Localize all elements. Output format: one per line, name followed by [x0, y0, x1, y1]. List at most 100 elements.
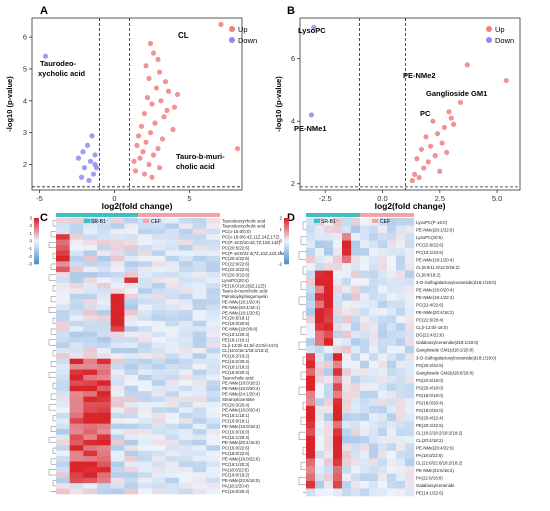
heatmap-c-legend-swatch [34, 239, 39, 242]
heatmap-d-cell [387, 368, 397, 377]
heatmap-d-cell [324, 300, 334, 309]
heatmap-c-cell [138, 369, 152, 376]
heatmap-d-cell [360, 368, 370, 377]
heatmap-d-cell [333, 240, 343, 249]
heatmap-c-cell [124, 472, 139, 479]
heatmap-c-cell [69, 331, 84, 338]
heatmap-d-cell [324, 270, 334, 279]
heatmap-c-cell [110, 320, 125, 327]
heatmap-d-row-label: 3-O-Sulfogalactosylceramide(d18:1/18:0) [416, 280, 497, 285]
heatmap-d-dendrogram-branch [300, 281, 306, 290]
heatmap-c-cell [56, 434, 70, 441]
volcano-b-xtick-label-0: -2.5 [319, 194, 332, 203]
heatmap-d-marks: LysoPC(P-16:0) PE-NMe(20:1/22:6) LysoPC(20… [278, 216, 497, 497]
heatmap-d-cell [360, 405, 370, 414]
heatmap-c-cell [151, 369, 166, 376]
heatmap-d-dendrogram-branch [298, 341, 306, 350]
heatmap-c-cell [192, 429, 207, 435]
heatmap-c-cell [165, 364, 180, 370]
heatmap-c-cell [192, 315, 207, 322]
heatmap-d-cell [360, 270, 370, 279]
heatmap-d-cell [369, 413, 379, 422]
heatmap-d-cell [396, 435, 406, 444]
heatmap-c-cell [97, 310, 111, 316]
heatmap-c-cell [179, 412, 193, 419]
heatmap-c-cell [97, 320, 111, 327]
heatmap-d-legend-swatch [284, 262, 289, 265]
heatmap-d-cell [315, 345, 325, 354]
heatmap-d-cell [378, 405, 388, 414]
heatmap-d-cell [315, 278, 325, 286]
heatmap-d-cell [405, 360, 415, 369]
heatmap-c-cell [124, 293, 139, 300]
heatmap-c-cell [124, 450, 139, 457]
volcano-a-ytick-label-2: 4 [23, 96, 27, 105]
heatmap-d-cell [351, 398, 361, 407]
heatmap-d-cell [405, 218, 415, 226]
heatmap-c-cell [206, 299, 221, 305]
heatmap-c-legend-swatch [34, 218, 39, 220]
heatmap-d-row-label: PE(14:1/22:6) [416, 490, 444, 495]
heatmap-c-cell [165, 439, 180, 446]
heatmap-c-cell [83, 299, 98, 305]
heatmap-c-cell [83, 418, 98, 424]
heatmap-d-cell [387, 398, 397, 407]
heatmap-c-cell [110, 450, 125, 457]
heatmap-d-dendrogram-branch [298, 477, 306, 485]
heatmap-c-cell [192, 402, 207, 408]
heatmap-d-cell [396, 255, 406, 264]
heatmap-c-cell [179, 396, 193, 403]
heatmap-c-cell [151, 272, 166, 278]
heatmap-d-cell [315, 390, 325, 399]
heatmap-c-cell [165, 239, 180, 246]
heatmap-c-cell [110, 385, 125, 392]
heatmap-c-cell [206, 277, 221, 284]
heatmap-c-cell [69, 445, 84, 452]
volcano-b-point-up-17 [437, 168, 443, 174]
heatmap-c-cell [165, 261, 180, 268]
heatmap-c-cell [206, 477, 221, 484]
heatmap-c-cell [206, 439, 221, 446]
heatmap-c-cell [83, 277, 98, 284]
heatmap-d-cell [369, 390, 379, 399]
heatmap-c-cell [192, 472, 207, 479]
volcano-a-point-up-22 [143, 139, 149, 145]
heatmap-c-legend-swatch [34, 224, 39, 226]
legend-down-label: Down [238, 36, 257, 45]
heatmap-d-cell [306, 390, 316, 399]
heatmap-d-legend-swatch [284, 250, 289, 253]
heatmap-c-cell [151, 477, 166, 484]
heatmap-c-cell [138, 358, 152, 365]
heatmap-d-cell [342, 248, 352, 256]
volcano-b-ylabel: -log10 (p-value) [274, 76, 283, 132]
heatmap-d-cell [324, 435, 334, 444]
volcano-a-point-up-11 [158, 98, 164, 104]
heatmap-d-cell [342, 435, 352, 444]
heatmap-d-cell [387, 458, 397, 467]
heatmap-c-row-label: PC(22:4/22:6) [222, 267, 250, 272]
heatmap-d-cell [342, 323, 352, 332]
heatmap-d-cell [351, 345, 361, 354]
heatmap-c-cell [165, 223, 180, 230]
heatmap-c-cell [83, 315, 98, 322]
heatmap-d-cell [351, 458, 361, 467]
heatmap-c-cell [192, 223, 207, 230]
heatmap-c-cell [151, 429, 166, 435]
heatmap-c-cell [83, 445, 98, 452]
heatmap-c-legend-swatch [34, 230, 39, 233]
heatmap-c-cell [56, 423, 70, 430]
heatmap-d-cell [351, 255, 361, 264]
heatmap-c-cell [206, 218, 221, 224]
heatmap-d-cell [396, 248, 406, 256]
heatmap-c-cell [110, 472, 125, 479]
heatmap-c-cell [151, 358, 166, 365]
heatmap-d-cell [324, 315, 334, 324]
heatmap-c-cell [124, 255, 139, 262]
heatmap-d-cell [378, 435, 388, 444]
heatmap-c-cell [83, 320, 98, 327]
heatmap-c-cell [206, 450, 221, 457]
heatmap-c-legend-tick: -2 [28, 254, 32, 259]
heatmap-d-cell [315, 398, 325, 407]
heatmap-d-cell [405, 270, 415, 279]
